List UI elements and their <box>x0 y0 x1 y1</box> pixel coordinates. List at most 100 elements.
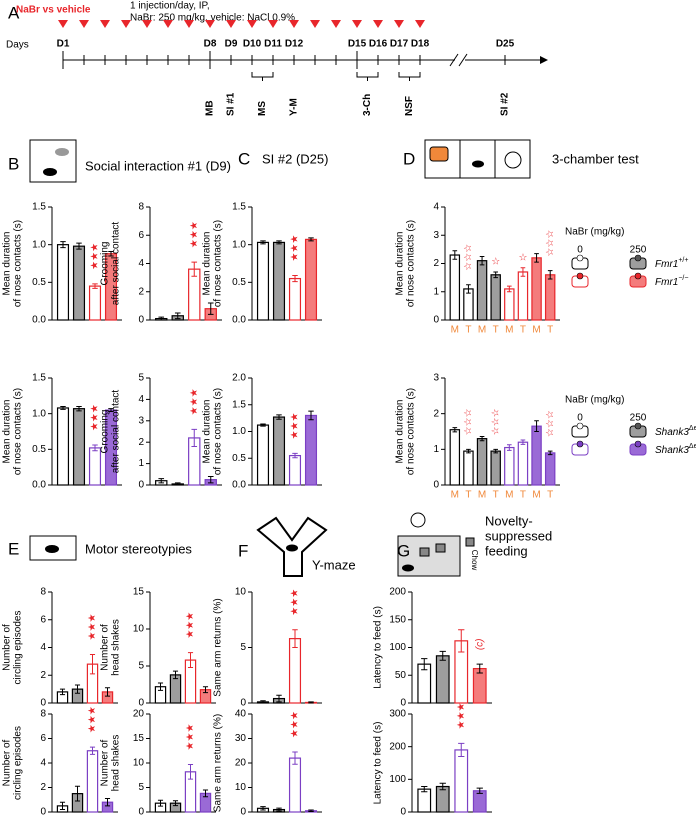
y-tick-label: 100 <box>389 774 406 785</box>
test-label: 3-Ch <box>362 94 373 116</box>
significance: ★★★ <box>185 724 196 751</box>
y-tick-label: 1.0 <box>232 426 246 437</box>
icon-mouse <box>286 544 298 552</box>
error-bar <box>59 688 66 696</box>
error-bar <box>207 475 214 484</box>
y-tick-label: 5 <box>138 661 144 672</box>
y-tick-label: 100 <box>389 642 406 653</box>
x-tick-label: M <box>532 490 540 501</box>
significance: ★★★ <box>189 388 200 415</box>
significance: ★★★ <box>456 702 467 729</box>
axis-break <box>458 53 468 67</box>
error-bar <box>74 785 81 802</box>
icon-food <box>435 543 446 553</box>
bar <box>88 285 102 321</box>
bar <box>435 655 450 704</box>
day-label: D12 <box>285 39 304 50</box>
y-tick-label: 200 <box>389 587 406 598</box>
y-tick-label: 1.0 <box>32 408 46 419</box>
bar <box>288 638 302 704</box>
y-axis-label: Same arm returns (%) <box>213 714 224 812</box>
x-tick-label: M <box>451 490 459 501</box>
y-tick-label: 30 <box>235 733 247 744</box>
y-tick-label: 150 <box>389 614 406 625</box>
test-label: MS <box>257 101 268 116</box>
y-tick-label: 5 <box>240 642 246 653</box>
bar <box>463 450 474 486</box>
bar <box>531 425 542 486</box>
x-tick-label: T <box>520 325 526 336</box>
significance: ☆ <box>491 257 500 268</box>
y-tick-label: 1 <box>433 286 439 297</box>
day-label: D18 <box>411 39 430 50</box>
y-tick-label: 0 <box>240 807 246 818</box>
legend-title: NaBr (mg/kg) <box>565 227 624 238</box>
significance: ★★★ <box>90 243 101 270</box>
day-label: D11 <box>264 39 282 50</box>
legend-gene: Fmr1 <box>655 277 678 288</box>
error-bar <box>493 448 499 454</box>
y-axis-label: Same arm returns (%) <box>213 598 224 696</box>
error-bar <box>452 427 458 433</box>
significance: ★★★ <box>87 706 98 733</box>
y-tick-label: 4 <box>138 394 144 405</box>
y-tick-label: 5 <box>138 373 144 384</box>
bar <box>490 450 501 486</box>
error-bar <box>292 751 298 765</box>
y-tick-label: 1 <box>138 458 144 469</box>
significance: ★★★ <box>290 413 301 440</box>
error-bar <box>76 406 82 412</box>
day-label: D16 <box>369 39 388 50</box>
timeline-header: NaBr vs vehicle <box>16 5 91 16</box>
y-axis-label: Mean duration <box>395 400 406 464</box>
y-tick-label: 1.5 <box>32 373 46 384</box>
y-tick-label: 0 <box>433 480 439 491</box>
injection-marker <box>268 20 278 28</box>
day-label: D15 <box>348 39 367 50</box>
y-tick-label: 1.5 <box>232 202 246 213</box>
y-tick-label: 2 <box>40 670 46 681</box>
bar <box>56 244 70 321</box>
injection-marker <box>163 20 173 28</box>
injection-marker <box>394 20 404 28</box>
y-tick-label: 1 <box>433 444 439 455</box>
significance: ☆☆☆ <box>490 408 501 435</box>
legend-dot <box>634 440 642 448</box>
injection-marker <box>331 20 341 28</box>
icon-3chamber <box>424 139 531 179</box>
bar <box>504 446 515 486</box>
error-bar <box>74 684 81 694</box>
error-bar <box>421 658 428 671</box>
timeline-arrow <box>540 56 548 64</box>
bar <box>86 750 99 813</box>
significance: ★★★ <box>87 614 98 641</box>
y-tick-label: 0.5 <box>232 277 246 288</box>
icon-chow <box>465 537 475 547</box>
error-bar <box>60 241 66 249</box>
icon-mouse <box>472 160 484 168</box>
error-bar <box>292 275 298 283</box>
legend-label: Shank3Δex13-16 -/- <box>655 443 696 456</box>
y-axis-label: head shakes <box>111 735 122 792</box>
legend-dose: 250 <box>630 245 647 256</box>
bar <box>517 271 529 321</box>
y-tick-label: 1.0 <box>232 239 246 250</box>
y-axis-label: of nose contacts (s) <box>213 220 224 307</box>
legend-dot <box>576 422 584 430</box>
icon-mouse <box>43 168 57 176</box>
legend-genotype: Δex13-16 -/- <box>689 443 696 450</box>
error-bar <box>439 782 446 791</box>
error-bar <box>493 271 499 279</box>
legend-dose: 0 <box>577 413 583 424</box>
y-tick-label: 6 <box>40 733 46 744</box>
y-tick-label: 0.0 <box>32 480 46 491</box>
significance: ☆☆☆ <box>463 244 474 271</box>
day-label: D9 <box>225 39 238 50</box>
error-bar <box>260 423 266 427</box>
timeline-note: NaBr: 250 mg/kg, vehicle: NaCl 0.9% <box>130 13 295 24</box>
y-tick-label: 4 <box>138 258 144 269</box>
y-tick-label: 2 <box>138 437 144 448</box>
panel-title: suppressed <box>485 528 552 543</box>
error-bar <box>466 284 471 294</box>
x-tick-label: T <box>547 325 553 336</box>
